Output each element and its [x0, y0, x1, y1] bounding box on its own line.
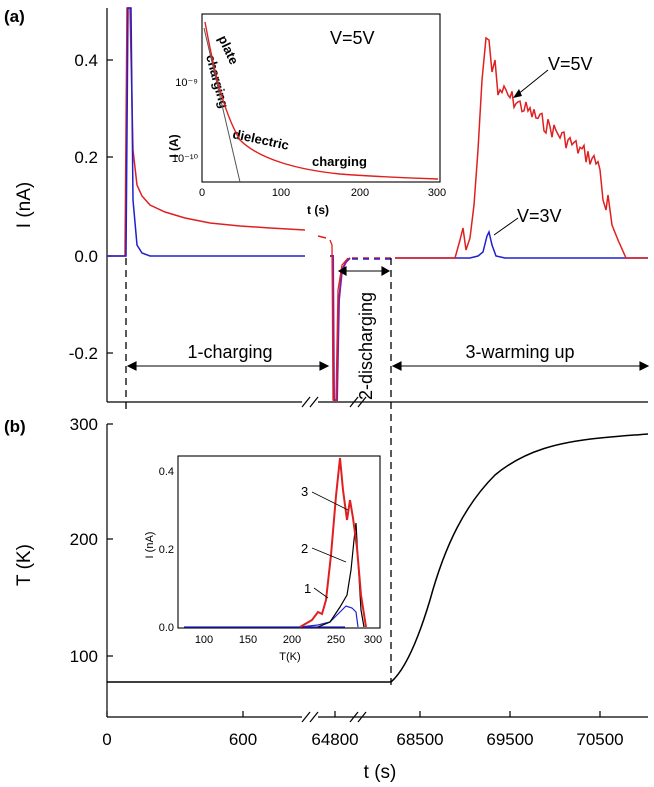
panel-a-axes: [106, 8, 648, 403]
annotation-v3-pointer: [493, 217, 519, 236]
inset-a-title: V=5V: [330, 28, 375, 48]
panel-b-xtick-label: 69500: [486, 730, 533, 749]
phase-arrows: [126, 266, 650, 371]
inset-a-ylabel: I (A): [167, 134, 181, 157]
panel-a-axis-breaks: [301, 396, 367, 408]
inset-b-curve-label: 1: [304, 581, 311, 596]
inset-b-xlabel: T(K): [279, 651, 300, 663]
inset-a-fit-line: [203, 27, 241, 183]
annotation-warming: 3-warming up: [465, 342, 574, 362]
panel-b-xtick-label: 70500: [576, 730, 623, 749]
annotation-v3: V=3V: [517, 206, 562, 226]
inset-b-curve-1: [299, 605, 359, 628]
inset-b-curve-pointer: [311, 491, 349, 511]
annotation-v5-arrowhead: [513, 89, 522, 98]
panel-b-xtick-label: 68500: [396, 730, 443, 749]
panel-b-ylabel: T (K): [14, 544, 35, 586]
inset-b-curve-label: 3: [301, 484, 308, 499]
inset-a-data-curve: [204, 21, 439, 180]
inset-b-curve-pointer: [311, 547, 347, 563]
panel-a-ylabel: I (nA): [14, 182, 35, 228]
inset-b-xtick-label: 200: [283, 634, 301, 646]
inset-a-ytick-label: 10⁻¹⁰: [172, 153, 199, 165]
inset-a-xtick-label: 200: [351, 187, 369, 199]
inset-b-ytick-label: 0.2: [159, 544, 174, 556]
panel-b-label: (b): [4, 417, 26, 436]
inset-b-ytick-label: 0.0: [159, 622, 174, 634]
panel-b-axis-breaks: [301, 711, 367, 723]
panel-a-ytick-label: 0.2: [74, 148, 98, 167]
phase-dividers: [125, 258, 392, 685]
panel-a-ytick-label: 0.0: [74, 247, 98, 266]
panel-a-red-warming-curve: [395, 36, 648, 259]
panel-b-ytick-label: 200: [70, 530, 98, 549]
inset-b-ylabel: I (nA): [144, 532, 156, 559]
panel-b-xlabel: t (s): [364, 762, 397, 783]
annotation-v5: V=5V: [548, 54, 593, 74]
inset-b-curve-pointer: [313, 587, 329, 599]
inset-a-xlabel: t (s): [307, 203, 329, 217]
panel-a-red-segment: [317, 235, 327, 239]
panel-a-label: (a): [4, 7, 25, 26]
panel-b-yticks: [107, 423, 113, 657]
inset-a-ytick-label: 10⁻⁹: [175, 77, 198, 89]
panel-a-discharge-red: [329, 239, 349, 401]
panel-a-blue-charging-curve: [107, 7, 305, 257]
inset-a-xtick-label: 0: [199, 187, 205, 199]
panel-b-ytick-label: 300: [70, 415, 98, 434]
inset-b-curve-label: 2: [301, 541, 308, 556]
inset-b-xtick-label: 100: [195, 634, 213, 646]
annotation-discharging: 2-discharging: [356, 292, 376, 400]
panel-a-yticks: [107, 59, 113, 354]
inset-b-curve-3: [299, 457, 367, 628]
inset-b-xtick-label: 300: [364, 634, 382, 646]
panel-b-xtick-label: 64800: [311, 730, 358, 749]
annotation-v5-pointer: [516, 69, 549, 96]
inset-b-xtick-label: 250: [327, 634, 345, 646]
inset-a-charging-label: charging: [312, 154, 367, 169]
inset-b-xtick-label: 150: [239, 634, 257, 646]
panel-a-blue-warming-curve: [395, 229, 648, 259]
panel-b-axes: [106, 424, 648, 718]
inset-b-ytick-label: 0.4: [159, 466, 174, 478]
inset-a-xtick-label: 100: [272, 187, 290, 199]
panel-b-xtick-label: 600: [229, 730, 257, 749]
annotation-charging: 1-charging: [187, 342, 272, 362]
panel-b-temperature-curve: [107, 433, 649, 683]
panel-b-xtick-label: 0: [102, 730, 111, 749]
panel-a-ytick-label: -0.2: [69, 344, 98, 363]
inset-a: I (A) 10⁻⁹ 10⁻¹⁰ 0 100 200 300 t (s) V=5…: [167, 13, 446, 217]
inset-a-xtick-label: 300: [428, 187, 446, 199]
panel-a-discharge-spike: [330, 255, 351, 401]
panel-b-ytick-label: 100: [70, 647, 98, 666]
inset-b: I (nA) 0.4 0.2 0.0 100 150 200 250 300 T…: [144, 455, 382, 663]
panel-a-ytick-label: 0.4: [74, 51, 98, 70]
panel-b-xticks: [106, 711, 601, 717]
